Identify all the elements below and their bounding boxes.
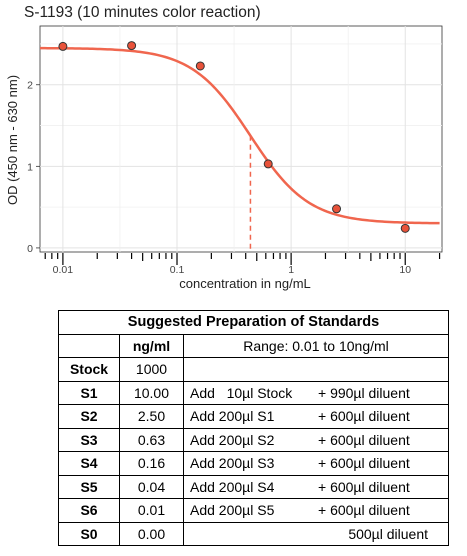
- data-point: [195, 61, 205, 71]
- step-add: Add 200µl S3: [190, 455, 275, 472]
- x-axis: 0.01 0.1 1 10: [44, 253, 441, 276]
- row-label: S6: [58, 498, 120, 523]
- plot-panel: [39, 25, 443, 253]
- row-value: 0.63: [119, 427, 184, 452]
- fit-curve: [39, 46, 440, 225]
- row-step: 500µl diluent: [183, 521, 449, 546]
- step-diluent: + 600µl diluent: [318, 455, 410, 472]
- x-tick-label: 0.01: [53, 264, 74, 276]
- step-diluent: + 600µl diluent: [318, 478, 410, 495]
- step-diluent: + 990µl diluent: [318, 384, 410, 401]
- chart-title: S-1193 (10 minutes color reaction): [24, 4, 261, 21]
- y-axis: 0 1 2: [27, 80, 40, 255]
- header-range-cell: Range: 0.01 to 10ng/ml: [183, 333, 449, 358]
- data-point: [332, 204, 342, 214]
- step-diluent: + 600µl diluent: [318, 408, 410, 425]
- row-label: S1: [58, 380, 120, 405]
- step-add: Add 200µl S1: [190, 408, 275, 425]
- table-row-s1: S1 10.00 Add 10µl Stock + 990µl diluent: [58, 380, 449, 405]
- row-value: 0.16: [119, 451, 184, 476]
- row-value: 10.00: [119, 380, 184, 405]
- row-value: 2.50: [119, 404, 184, 429]
- table-row-s3: S3 0.63 Add 200µl S2 + 600µl diluent: [58, 427, 449, 452]
- step-diluent: 500µl diluent: [348, 525, 428, 542]
- table-title: Suggested Preparation of Standards: [58, 310, 449, 335]
- grid-lines: [40, 26, 442, 252]
- step-add: Add 200µl S5: [190, 502, 275, 519]
- row-label: S3: [58, 427, 120, 452]
- x-axis-label: concentration in ng/mL: [179, 276, 311, 291]
- row-label: S2: [58, 404, 120, 429]
- dose-response-chart: S-1193 (10 minutes color reaction) 0 1 2 0…: [5, 4, 443, 291]
- x-tick-label: 1: [288, 264, 294, 276]
- y-axis-label: OD (450 nm - 630 nm): [5, 75, 20, 205]
- row-step: Add 10µl Stock + 990µl diluent: [183, 380, 449, 405]
- row-empty-cell: [183, 357, 449, 382]
- row-value: 0.00: [119, 521, 184, 546]
- step-diluent: + 600µl diluent: [318, 502, 410, 519]
- data-point: [58, 41, 68, 51]
- step-add: Add 200µl S4: [190, 478, 275, 495]
- row-step: Add 200µl S4 + 600µl diluent: [183, 474, 449, 499]
- table-row-s5: S5 0.04 Add 200µl S4 + 600µl diluent: [58, 474, 449, 499]
- row-step: Add 200µl S3 + 600µl diluent: [183, 451, 449, 476]
- data-point: [263, 159, 273, 169]
- table-row-stock: Stock 1000: [58, 357, 449, 382]
- table-title-row: Suggested Preparation of Standards: [58, 310, 449, 335]
- row-label: S5: [58, 474, 120, 499]
- row-step: Add 200µl S2 + 600µl diluent: [183, 427, 449, 452]
- table-row-s2: S2 2.50 Add 200µl S1 + 600µl diluent: [58, 404, 449, 429]
- step-diluent: + 600µl diluent: [318, 431, 410, 448]
- row-value: 0.01: [119, 498, 184, 523]
- row-label: Stock: [58, 357, 120, 382]
- table-row-s4: S4 0.16 Add 200µl S3 + 600µl diluent: [58, 451, 449, 476]
- standards-table: Suggested Preparation of Standards ng/ml…: [58, 310, 449, 546]
- step-add: Add 10µl Stock: [190, 384, 293, 401]
- table-row-s6: S6 0.01 Add 200µl S5 + 600µl diluent: [58, 498, 449, 523]
- data-points: [58, 41, 410, 233]
- y-tick-label: 1: [27, 161, 33, 173]
- step-add: Add 200µl S2: [190, 431, 275, 448]
- row-value: 1000: [119, 357, 184, 382]
- row-value: 0.04: [119, 474, 184, 499]
- table-row-s0: S0 0.00 500µl diluent: [58, 521, 449, 546]
- header-empty-cell: [58, 333, 120, 358]
- row-label: S4: [58, 451, 120, 476]
- row-label: S0: [58, 521, 120, 546]
- header-ngml: ng/ml: [119, 333, 184, 358]
- row-step: Add 200µl S1 + 600µl diluent: [183, 404, 449, 429]
- y-tick-label: 0: [27, 243, 33, 255]
- x-tick-label: 10: [399, 264, 411, 276]
- data-point: [400, 223, 410, 233]
- header-range: Range: 0.01 to 10ng/ml: [243, 337, 389, 354]
- row-step: Add 200µl S5 + 600µl diluent: [183, 498, 449, 523]
- data-point: [127, 41, 137, 51]
- table-header-row: ng/ml Range: 0.01 to 10ng/ml: [58, 333, 449, 358]
- x-tick-label: 0.1: [170, 264, 185, 276]
- y-tick-label: 2: [27, 80, 33, 92]
